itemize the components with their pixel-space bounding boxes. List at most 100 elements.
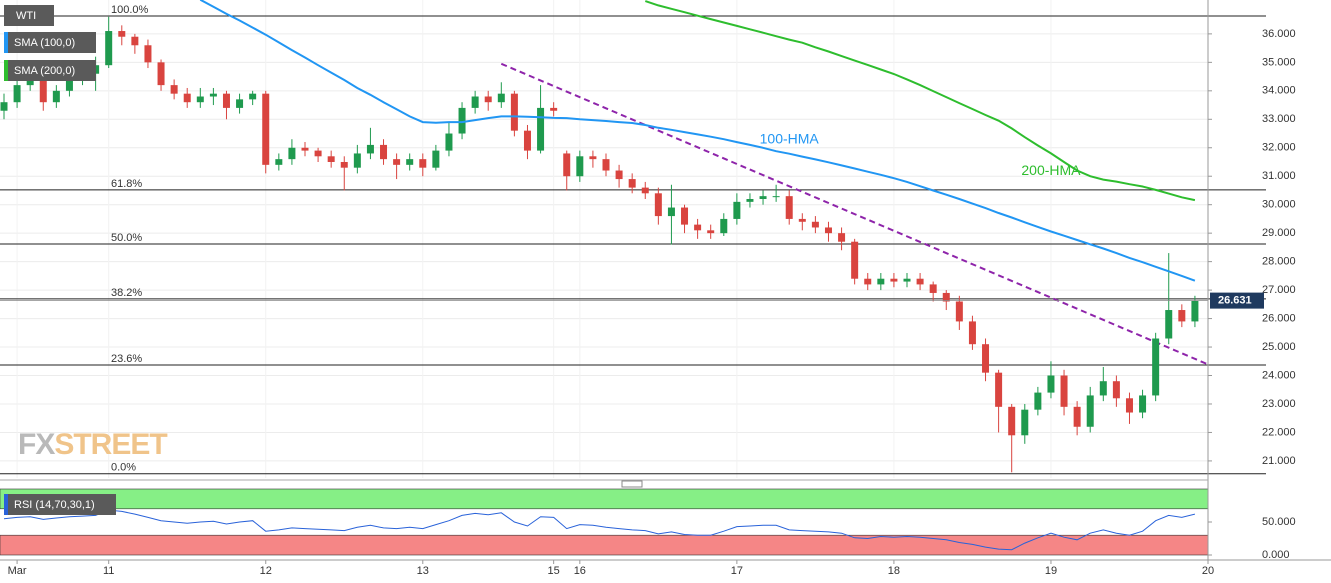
candle-body: [890, 278, 898, 282]
candle-body: [1086, 395, 1094, 427]
watermark-prefix: FX: [18, 428, 55, 461]
candle-body: [746, 199, 754, 202]
candle-body: [52, 90, 60, 103]
y-tick-label: 28.000: [1262, 256, 1296, 268]
y-tick-label: 34.000: [1262, 85, 1296, 97]
y-tick-label: 32.000: [1262, 142, 1296, 154]
legend-label: SMA (200,0): [14, 65, 75, 77]
y-tick-label: 21.000: [1262, 455, 1296, 467]
candle-body: [772, 196, 780, 198]
candle-body: [1152, 338, 1160, 396]
fib-level-label: 38.2%: [111, 287, 142, 299]
candle-body: [445, 133, 453, 151]
candle-body: [262, 93, 270, 165]
x-tick-label: 19: [1045, 565, 1057, 577]
y-tick-label: 29.000: [1262, 227, 1296, 239]
candle-body: [707, 230, 715, 234]
ma-line: [199, 0, 1196, 282]
candle-body: [1008, 406, 1016, 436]
candle-body: [550, 107, 558, 111]
fib-level-label: 23.6%: [111, 353, 142, 365]
candle-body: [1139, 395, 1147, 413]
rsi-y-tick-label: 0.000: [1262, 549, 1290, 561]
candle-body: [824, 227, 832, 234]
candle-body: [1034, 392, 1042, 410]
x-tick-label: 11: [103, 565, 114, 577]
candle-body: [1112, 381, 1120, 399]
legend-swatch: [4, 60, 8, 81]
candle-body: [131, 36, 139, 46]
candle-body: [968, 321, 976, 345]
candle-body: [942, 292, 950, 302]
candle-body: [1060, 375, 1068, 407]
legend-box[interactable]: [4, 32, 96, 53]
candle-body: [301, 147, 309, 151]
candle-body: [196, 96, 204, 103]
candle-body: [916, 278, 924, 285]
legend-title: WTI: [16, 10, 36, 22]
x-tick-label: 13: [417, 565, 429, 577]
x-tick-label: 16: [574, 565, 586, 577]
last-price-label: 26.631: [1218, 295, 1252, 307]
candle-body: [484, 96, 492, 103]
candle-body: [798, 218, 806, 222]
candle-body: [65, 79, 73, 91]
candle-body: [118, 31, 126, 37]
candle-body: [864, 278, 872, 285]
candle-body: [681, 207, 689, 225]
legend-swatch: [4, 32, 8, 53]
rsi-y-tick-label: 50.000: [1262, 516, 1296, 528]
candle-body: [903, 278, 911, 282]
candle-body: [654, 193, 662, 217]
candle-body: [471, 96, 479, 108]
candle-body: [720, 218, 728, 234]
candle-body: [209, 93, 217, 97]
x-tick-label: Mar: [8, 565, 27, 577]
candle-body: [615, 170, 623, 180]
candle-body: [144, 45, 152, 63]
candle-body: [759, 196, 767, 200]
y-tick-label: 35.000: [1262, 56, 1296, 68]
candle-body: [0, 102, 8, 111]
y-tick-label: 24.000: [1262, 369, 1296, 381]
candle-body: [811, 221, 819, 228]
candle-body: [733, 201, 741, 219]
fib-level-label: 50.0%: [111, 232, 142, 244]
legend-box[interactable]: [4, 60, 96, 81]
candle-body: [929, 284, 937, 293]
candle-body: [249, 93, 257, 100]
candle-body: [785, 196, 793, 219]
x-tick-label: 18: [888, 565, 900, 577]
candle-body: [275, 159, 283, 165]
candle-body: [1165, 310, 1173, 339]
candle-body: [955, 301, 963, 322]
line-annotation: 100-HMA: [760, 130, 820, 146]
candle-body: [694, 224, 702, 231]
candle-body: [366, 144, 374, 154]
candle-body: [13, 85, 21, 103]
panel-resize-handle[interactable]: [621, 480, 643, 488]
y-tick-label: 30.000: [1262, 199, 1296, 211]
candle-body: [1191, 300, 1199, 322]
candle-body: [563, 153, 571, 177]
candle-body: [1125, 398, 1133, 413]
candle-body: [667, 207, 675, 217]
y-tick-label: 23.000: [1262, 398, 1296, 410]
candle-body: [393, 159, 401, 165]
candle-body: [419, 159, 427, 168]
candle-body: [602, 159, 610, 171]
rsi-line: [3, 509, 1196, 551]
candle-body: [432, 150, 440, 168]
legend-box[interactable]: [4, 5, 54, 26]
candle-body: [39, 76, 47, 103]
candle-body: [628, 179, 636, 188]
legend-box[interactable]: [4, 494, 116, 515]
x-tick-label: 20: [1202, 565, 1214, 577]
candle-body: [288, 147, 296, 160]
y-tick-label: 26.000: [1262, 312, 1296, 324]
legend-label: SMA (100,0): [14, 37, 75, 49]
fib-level-label: 0.0%: [111, 462, 136, 474]
candle-body: [236, 99, 244, 108]
candle-body: [995, 372, 1003, 407]
candle-body: [838, 233, 846, 242]
